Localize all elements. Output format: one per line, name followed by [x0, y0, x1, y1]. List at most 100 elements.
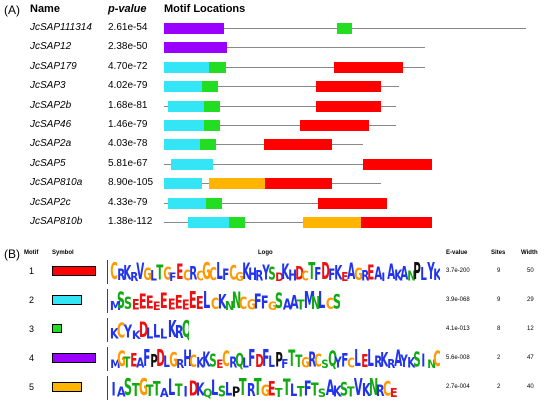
- header-name: Name: [30, 3, 60, 15]
- logo-letter: E: [390, 385, 398, 399]
- logo-letter: F: [281, 356, 289, 370]
- logo-letter: C: [383, 377, 392, 399]
- logo-letter: C: [314, 350, 323, 370]
- logo-letter: R: [375, 381, 385, 399]
- motif-box-cyan: [164, 61, 210, 73]
- logo-letter: T: [288, 346, 296, 370]
- logo-letter: E: [181, 297, 190, 312]
- logo-letter: C: [189, 352, 197, 371]
- gene-pvalue: 4.02e-79: [108, 80, 148, 92]
- logo-letter: H: [288, 266, 297, 283]
- logo-letter: Q: [203, 386, 213, 399]
- motif-evalue: 5.6e-008: [446, 355, 470, 361]
- logo-letter: N: [368, 375, 379, 399]
- logo-letter: N: [224, 298, 235, 312]
- gene-name: JcSAP3: [30, 80, 66, 92]
- logo-letter: F: [260, 292, 269, 312]
- gene-pvalue: 8.90e-105: [108, 177, 154, 189]
- logo-letter: S: [318, 386, 327, 399]
- logo-letter: T: [253, 375, 262, 399]
- logo-letter: F: [303, 376, 312, 399]
- gene-name: JcSAP46: [30, 119, 72, 130]
- motif-box-cyan: [164, 139, 201, 151]
- logo-letter: A: [160, 385, 169, 399]
- logo-letter: G: [301, 354, 310, 370]
- logo-letter: N: [311, 293, 321, 312]
- logo-letter: E: [360, 351, 368, 370]
- gene-name: JcSAP111314: [30, 22, 92, 33]
- logo-letter: T: [282, 375, 291, 399]
- sequence-logo: KCYKDLLLKRQ: [110, 317, 189, 341]
- logo-letter: F: [248, 346, 256, 370]
- logo-axis: [107, 318, 108, 342]
- protein-line: [164, 222, 432, 223]
- logo-letter: D: [275, 270, 284, 283]
- logo-letter: L: [289, 381, 297, 400]
- gene-name: JcSAP2c: [30, 196, 71, 208]
- motif-box-cyan: [167, 100, 204, 112]
- motif-box-cyan: [164, 178, 202, 190]
- logo-letter: A: [282, 295, 292, 312]
- gene-pvalue: 4.03e-78: [108, 138, 148, 150]
- logo-letter: S: [339, 378, 349, 399]
- logo-letter: C: [301, 268, 310, 283]
- gene-pvalue: 1.38e-112: [108, 216, 153, 227]
- logo-letter: T: [311, 379, 319, 399]
- header-symbol: Symbol: [52, 250, 74, 256]
- logo-letter: T: [145, 381, 154, 399]
- logo-letter: F: [169, 270, 177, 283]
- logo-letter: N: [406, 268, 416, 283]
- logo-letter: Y: [426, 259, 435, 283]
- logo-letter: A: [373, 263, 382, 283]
- protein-line: [164, 163, 429, 165]
- logo-letter: P: [413, 259, 422, 283]
- motif-symbol-red: [52, 266, 96, 276]
- logo-letter: D: [138, 317, 149, 341]
- motif-number: 4: [29, 353, 35, 363]
- logo-letter: G: [116, 346, 126, 370]
- motif-box-orange: [209, 178, 266, 190]
- logo-letter: P: [232, 384, 241, 399]
- logo-letter: G: [138, 375, 148, 399]
- gene-pvalue: 1.68e-81: [108, 99, 148, 111]
- logo-letter: L: [203, 288, 211, 312]
- logo-letter: Y: [334, 353, 342, 370]
- motif-sites: 8: [497, 326, 501, 332]
- logo-axis: [107, 347, 108, 371]
- logo-letter: K: [202, 347, 211, 370]
- logo-letter: S: [332, 290, 341, 312]
- logo-letter: A: [325, 375, 335, 399]
- motif-box-red: [363, 158, 432, 170]
- logo-letter: H: [182, 346, 192, 370]
- motif-symbol-purple: [52, 353, 96, 363]
- logo-letter: R: [174, 322, 184, 341]
- logo-letter: I: [421, 350, 426, 370]
- protein-line: [164, 125, 396, 126]
- logo-letter: Q: [327, 346, 337, 370]
- logo-letter: E: [188, 288, 197, 312]
- header-evalue: E-value: [446, 250, 468, 256]
- logo-letter: K: [242, 259, 251, 283]
- gene-name: JcSAP179: [30, 60, 77, 72]
- logo-axis: [107, 260, 108, 284]
- gene-name: JcSAP12: [30, 41, 72, 53]
- logo-letter: C: [325, 294, 334, 312]
- motif-sites: 2: [497, 355, 501, 361]
- logo-letter: A: [400, 262, 409, 283]
- logo-letter: I: [381, 270, 386, 283]
- logo-letter: I: [111, 378, 116, 399]
- logo-letter: L: [420, 264, 427, 283]
- logo-letter: R: [129, 269, 138, 283]
- logo-letter: S: [124, 294, 133, 313]
- logo-letter: A: [347, 259, 356, 283]
- motif-symbol-orange: [52, 382, 82, 392]
- logo-letter: S: [275, 288, 284, 312]
- motif-sites: 2: [497, 384, 501, 390]
- logo-letter: T: [123, 353, 131, 370]
- logo-letter: L: [149, 267, 157, 283]
- motif-box-green: [205, 197, 222, 209]
- motif-box-red: [316, 81, 382, 93]
- header-sites: Sites: [491, 250, 506, 256]
